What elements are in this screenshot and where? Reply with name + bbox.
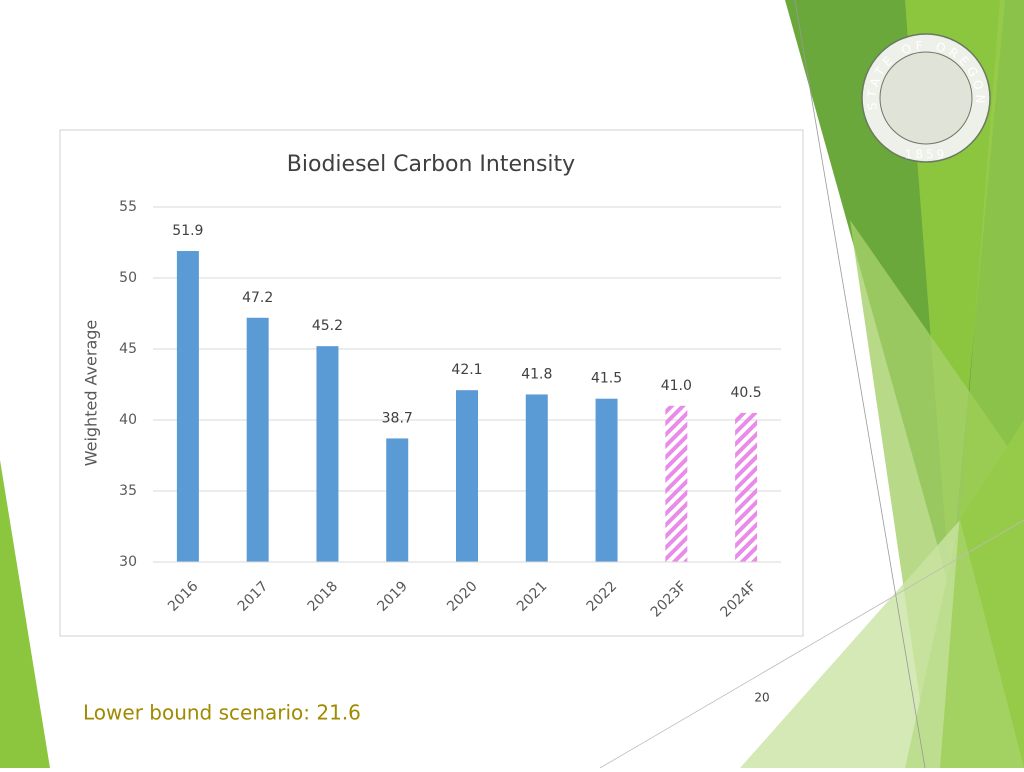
value-label: 41.5: [591, 371, 622, 387]
value-label: 47.2: [242, 290, 273, 306]
bar: [456, 390, 478, 562]
bar: [735, 412, 758, 562]
value-label: 41.8: [521, 366, 552, 382]
y-tick-label: 40: [119, 412, 137, 428]
bar: [665, 405, 688, 562]
y-tick-label: 50: [119, 270, 137, 286]
y-tick-label: 35: [119, 483, 137, 499]
note: Lower bound scenario: 21.6: [83, 701, 361, 725]
bar: [316, 346, 339, 562]
value-label: 42.1: [451, 362, 482, 378]
value-label: 45.2: [312, 318, 343, 334]
value-label: 41.0: [661, 378, 692, 394]
y-axis-label: Weighted Average: [82, 320, 101, 467]
chart-title: Biodiesel Carbon Intensity: [287, 152, 575, 177]
y-tick-label: 45: [119, 341, 137, 357]
bar: [595, 398, 618, 562]
bar: [176, 251, 199, 562]
bar: [386, 438, 409, 562]
value-label: 38.7: [382, 410, 413, 426]
y-tick-label: 30: [119, 554, 137, 570]
y-tick-label: 55: [119, 199, 137, 215]
page-number: 20: [754, 691, 769, 705]
seal-year: 1859: [905, 148, 948, 162]
bar: [525, 394, 548, 562]
bar: [246, 317, 269, 562]
value-label: 40.5: [731, 385, 762, 401]
value-label: 51.9: [172, 223, 203, 239]
